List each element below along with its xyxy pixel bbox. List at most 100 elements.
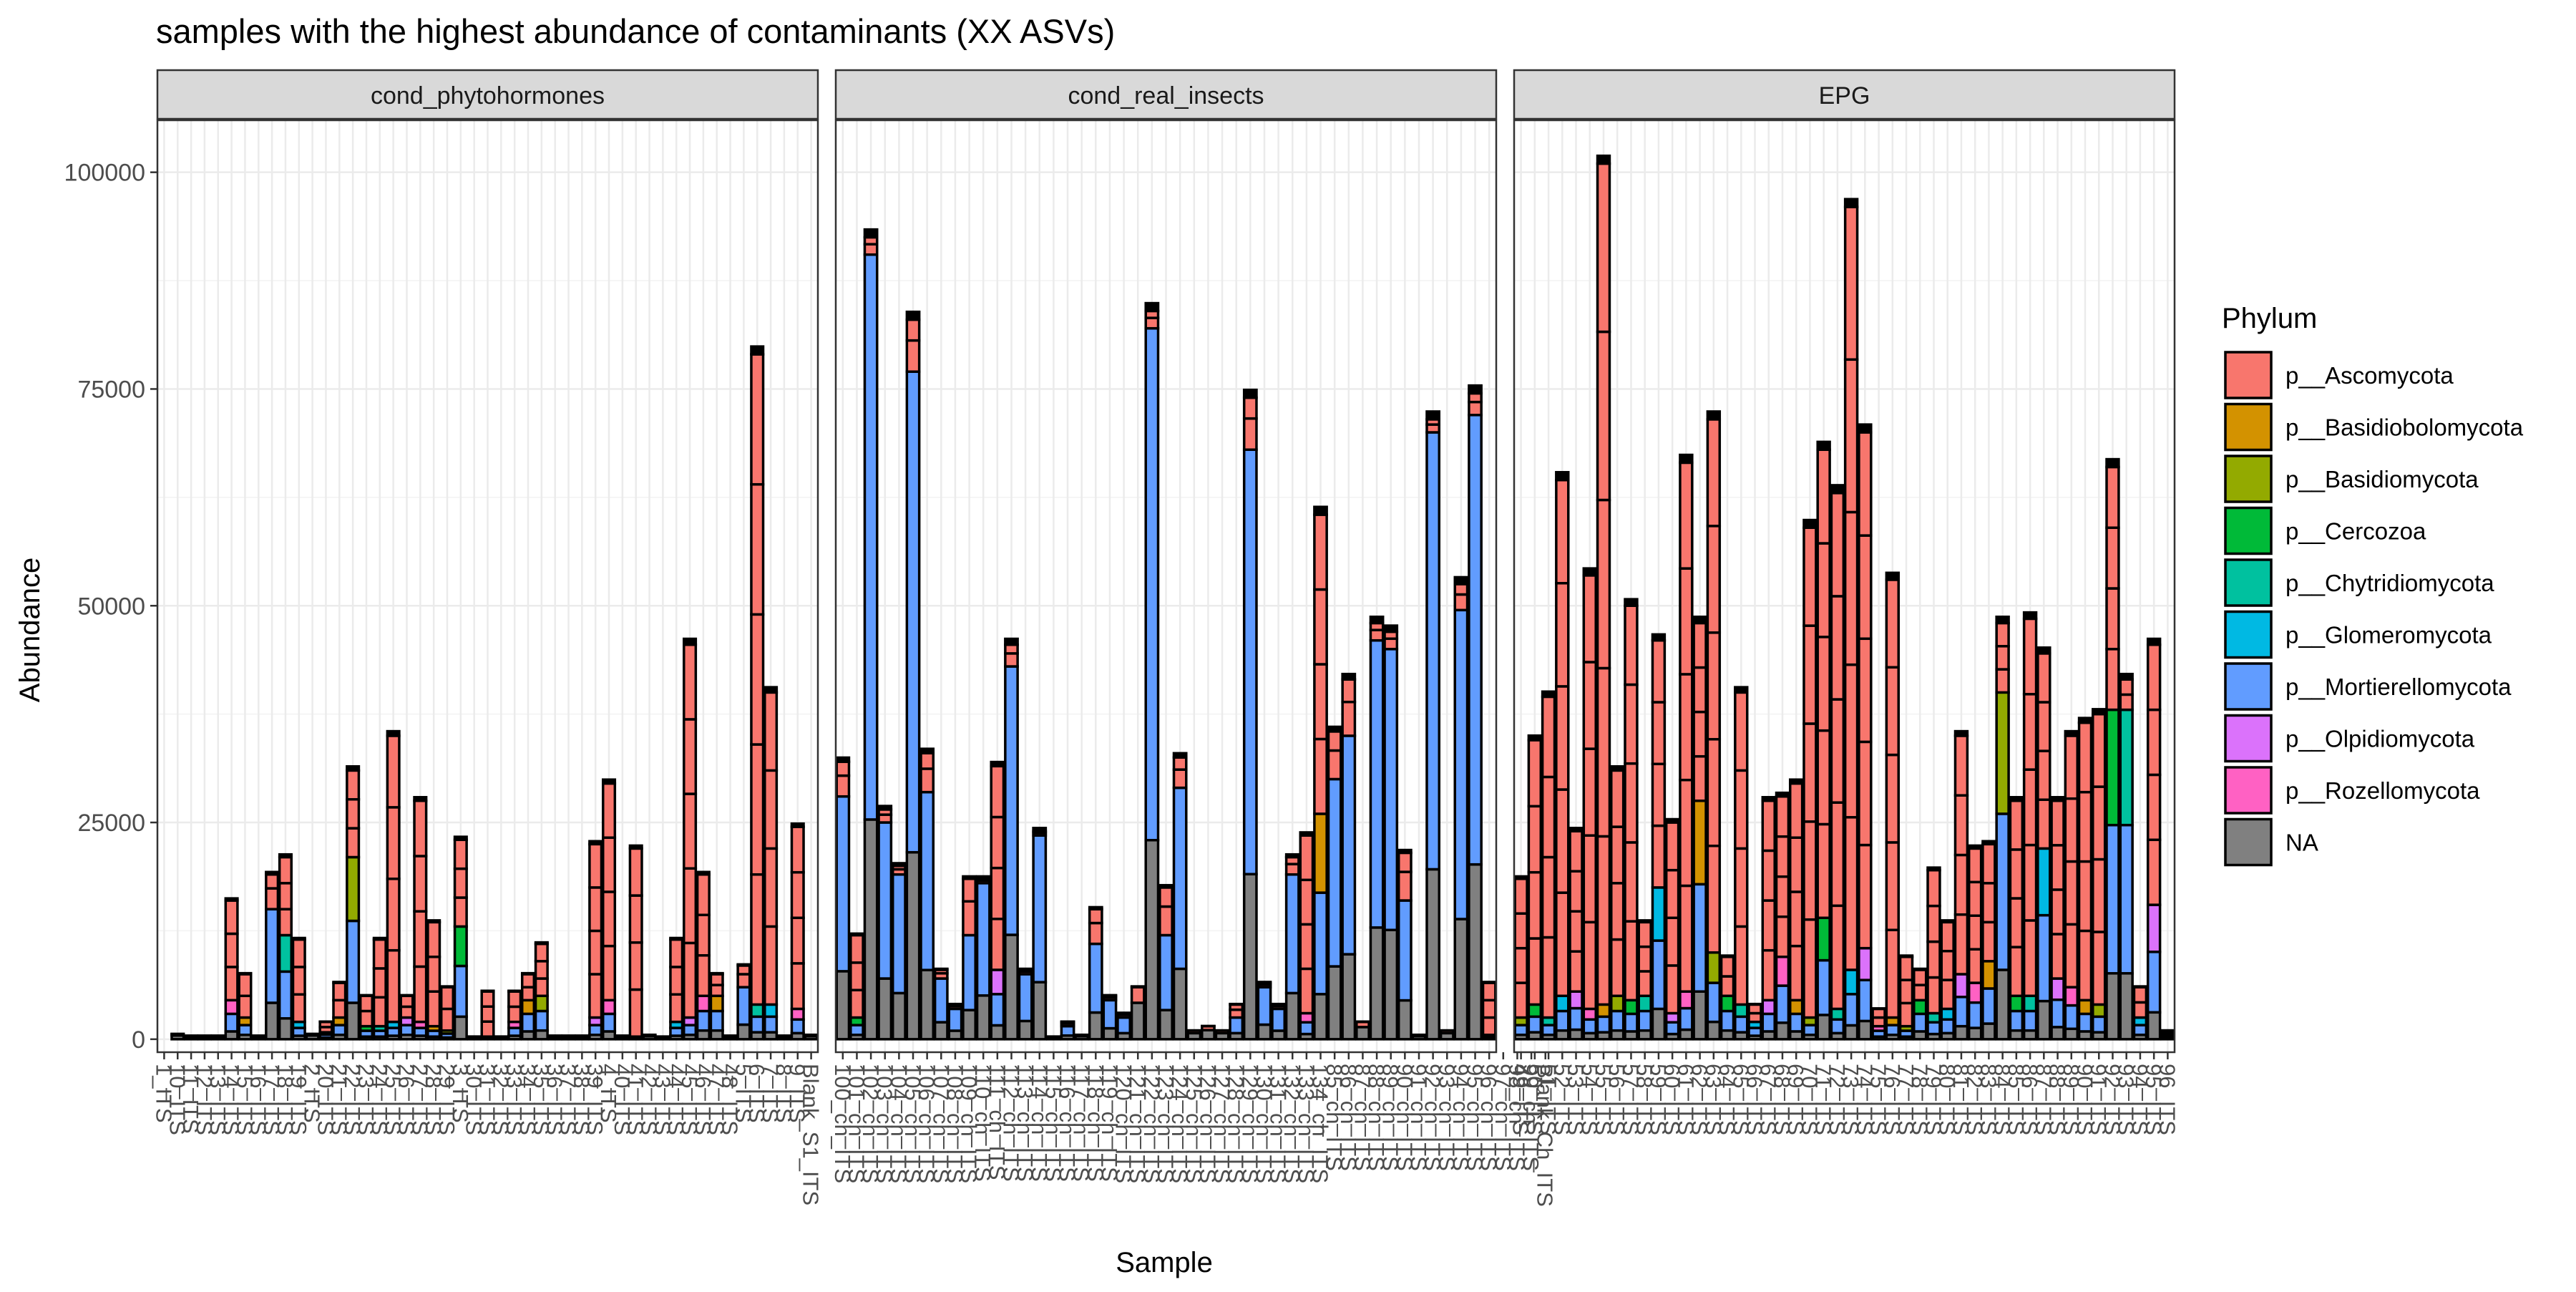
bar: [576, 1036, 588, 1039]
bar-segment-cap: [1886, 573, 1898, 580]
bar-segment: [711, 1031, 723, 1039]
bar: [2148, 638, 2160, 1039]
bar-segment: [1118, 1018, 1130, 1034]
bar-segment-cap: [2120, 674, 2132, 680]
bar-segment: [1314, 893, 1327, 994]
bar-segment: [893, 875, 905, 994]
bar-segment-cap: [536, 943, 548, 944]
bar-segment: [1680, 1030, 1692, 1039]
bar-segment: [1996, 814, 2009, 970]
bar-segment: [1314, 739, 1327, 813]
bar-segment: [590, 931, 602, 974]
bar-segment: [1399, 872, 1411, 900]
bar-segment: [698, 875, 710, 915]
bar-segment: [991, 1025, 1003, 1039]
bar: [1762, 797, 1775, 1039]
bar-segment: [1469, 402, 1481, 415]
bar: [1598, 156, 1610, 1039]
bar-segment: [935, 1022, 947, 1039]
bar-segment: [907, 853, 919, 1039]
bar-segment: [2010, 996, 2022, 1011]
bar-segment: [2024, 996, 2036, 1011]
bar-segment: [1300, 924, 1312, 968]
bar-segment: [1901, 1003, 1913, 1026]
bar-segment: [1639, 947, 1651, 971]
bar-segment: [2120, 710, 2132, 825]
bar-segment: [1680, 780, 1692, 886]
bar-segment: [751, 1016, 763, 1032]
bar-segment: [1996, 646, 2009, 669]
bar-segment-cap: [1230, 1004, 1242, 1005]
bar-segment: [266, 875, 278, 888]
bar-segment: [1399, 900, 1411, 1001]
bar: [1680, 455, 1692, 1039]
bar-segment: [1914, 1014, 1926, 1031]
bar-segment: [1859, 638, 1871, 742]
bar-segment: [1790, 1000, 1802, 1014]
bar: [562, 1036, 575, 1039]
bar-segment-cap: [1790, 779, 1802, 783]
bar-segment: [1735, 848, 1747, 926]
bar-segment: [1707, 846, 1719, 953]
bar-segment: [1625, 764, 1637, 842]
bar-segment: [1749, 1013, 1761, 1021]
bar-segment: [1969, 983, 1981, 1003]
bar-segment: [1005, 654, 1018, 666]
bar-segment: [239, 1025, 251, 1035]
bar-segment-cap: [2148, 638, 2160, 644]
bar-segment: [1090, 923, 1102, 944]
bar: [1103, 995, 1116, 1039]
bar-segment: [1090, 944, 1102, 1013]
bar-segment: [1202, 1030, 1214, 1039]
bar-segment: [864, 255, 877, 820]
bar-segment: [1160, 888, 1172, 907]
bar-segment: [2010, 1031, 2022, 1039]
bar-segment: [1983, 1024, 1995, 1039]
bar-segment: [1818, 961, 1830, 1015]
bar-segment: [1584, 749, 1596, 835]
bar-segment: [603, 1014, 615, 1031]
bar-segment: [2148, 645, 2160, 710]
bar: [2093, 709, 2105, 1039]
legend-label: p__Basidiomycota: [2285, 466, 2479, 492]
bar-segment: [935, 978, 947, 1022]
bar: [212, 1036, 224, 1039]
bar: [1329, 727, 1341, 1039]
legend-swatch: [2225, 612, 2271, 658]
legend-swatch: [2225, 560, 2271, 606]
bar: [293, 938, 305, 1039]
bar: [185, 1036, 197, 1039]
bar: [2162, 1031, 2174, 1039]
bar-segment: [1174, 757, 1186, 769]
bar: [2134, 986, 2146, 1039]
bar-segment-cap: [361, 995, 373, 996]
bar-segment-cap: [1901, 956, 1913, 957]
bar: [1244, 390, 1257, 1039]
bar-segment: [2010, 1011, 2022, 1030]
bar: [791, 824, 804, 1039]
bar-segment: [1777, 986, 1789, 1023]
legend-label: p__Cercozoa: [2285, 518, 2426, 545]
bar-segment: [1598, 668, 1610, 836]
bar-segment: [1667, 918, 1679, 966]
bar-segment: [2024, 1031, 2036, 1039]
bar-segment: [1258, 987, 1270, 1024]
bar-segment: [921, 753, 933, 769]
bar-segment: [1272, 1009, 1284, 1031]
legend-label: p__Chytridiomycota: [2285, 570, 2494, 596]
bar-segment: [280, 857, 292, 883]
legend-label: NA: [2285, 830, 2318, 856]
bar-segment: [1598, 1016, 1610, 1032]
bar-segment: [1639, 971, 1651, 996]
bar: [991, 762, 1003, 1039]
bar: [1722, 956, 1734, 1039]
bar: [1694, 617, 1706, 1039]
bar-segment: [1584, 835, 1596, 922]
bar-segment: [1886, 667, 1898, 754]
bar: [2079, 718, 2092, 1039]
bar: [935, 968, 947, 1039]
bar-segment: [347, 857, 359, 921]
bar-segment: [1611, 1011, 1624, 1030]
bar-segment-cap: [738, 964, 750, 966]
